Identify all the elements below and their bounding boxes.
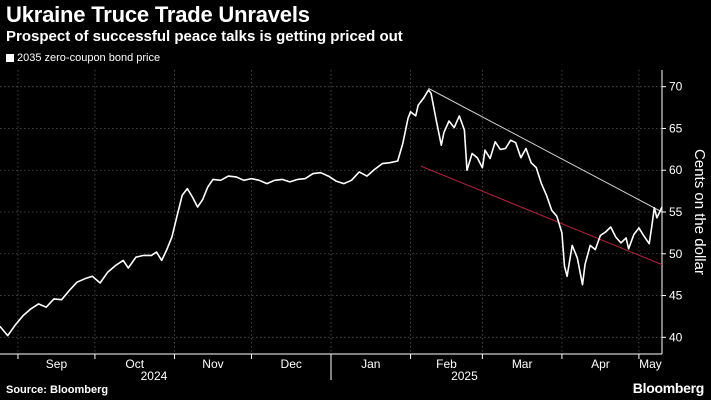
- x-year-label: 2024: [141, 369, 168, 383]
- series-lines: [0, 89, 663, 337]
- series-line-bond-price: [0, 89, 663, 337]
- y-tick-label: 55: [669, 205, 683, 219]
- x-tick-label: Apr: [591, 357, 610, 371]
- y-tick-label: 40: [669, 330, 683, 344]
- x-tick-label: Dec: [281, 357, 302, 371]
- y-tick-label: 60: [669, 163, 683, 177]
- x-axis: Sep Oct Nov Dec Jan Feb Mar Apr May 2024 2025: [0, 353, 662, 383]
- y-axis-label: Cents on the dollar: [691, 149, 708, 275]
- legend: 2035 zero-coupon bond price: [6, 52, 160, 64]
- y-tick-label: 70: [669, 80, 683, 94]
- legend-label: 2035 zero-coupon bond price: [17, 52, 161, 64]
- source-note: Source: Bloomberg: [6, 384, 109, 396]
- x-year-label: 2025: [451, 369, 478, 383]
- x-tick-label: Nov: [202, 357, 223, 371]
- gridlines: [0, 70, 662, 354]
- trendlines: [420, 87, 663, 266]
- x-tick-label: Feb: [436, 357, 457, 371]
- x-tick-label: Mar: [512, 357, 533, 371]
- y-tick-label: 45: [669, 289, 683, 303]
- bloomberg-logo: Bloomberg: [632, 380, 705, 396]
- chart-title: Ukraine Truce Trade Unravels: [6, 2, 310, 27]
- upper-trendline: [428, 87, 663, 213]
- legend-swatch: [6, 54, 14, 62]
- chart-subtitle: Prospect of successful peace talks is ge…: [6, 28, 403, 45]
- y-axis: 40 45 50 55 60 65 70: [661, 70, 683, 354]
- x-tick-label: Oct: [125, 357, 144, 371]
- y-tick-label: 50: [669, 247, 683, 261]
- x-tick-label: Sep: [46, 357, 68, 371]
- y-tick-label: 65: [669, 121, 683, 135]
- lower-trendline: [420, 165, 663, 266]
- x-tick-label: May: [639, 357, 662, 371]
- x-tick-label: Jan: [361, 357, 380, 371]
